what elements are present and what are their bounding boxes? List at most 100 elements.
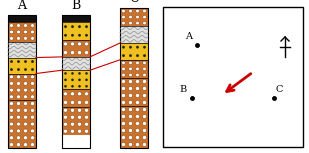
Bar [62,40,90,57]
Circle shape [143,54,146,57]
Circle shape [122,15,125,19]
Text: C: C [275,85,283,94]
Bar [8,100,36,148]
Circle shape [121,108,125,111]
Circle shape [17,143,20,146]
Circle shape [23,122,28,126]
Circle shape [136,61,139,65]
Circle shape [121,136,125,140]
Circle shape [129,46,132,49]
Circle shape [10,102,13,105]
Circle shape [121,93,125,97]
Bar [62,70,90,90]
Circle shape [24,24,27,27]
Circle shape [142,93,146,97]
Circle shape [85,85,88,88]
Circle shape [143,15,146,19]
Circle shape [143,61,146,65]
Circle shape [143,73,146,77]
Bar [62,15,90,148]
Circle shape [31,24,34,27]
Bar [62,57,90,70]
Circle shape [64,115,67,119]
Circle shape [17,102,20,105]
Circle shape [142,136,146,140]
Circle shape [129,87,133,90]
Circle shape [31,30,34,34]
Circle shape [85,92,88,96]
Circle shape [24,68,27,71]
Circle shape [10,122,13,126]
Bar [8,42,36,58]
Circle shape [129,54,132,57]
Circle shape [85,115,88,119]
Circle shape [129,21,132,25]
Circle shape [24,60,27,63]
Circle shape [78,25,81,28]
Circle shape [85,108,88,112]
Circle shape [64,101,67,104]
Bar [62,22,90,40]
Circle shape [129,15,132,19]
Circle shape [23,95,28,99]
Circle shape [136,136,139,140]
Circle shape [31,143,34,146]
Circle shape [142,87,146,90]
Circle shape [142,121,146,125]
Text: A: A [185,32,193,41]
Bar [120,43,148,60]
Circle shape [31,115,34,119]
Circle shape [122,67,125,71]
Circle shape [143,67,146,71]
Circle shape [85,129,88,133]
Circle shape [71,85,74,88]
Circle shape [71,34,74,37]
Circle shape [17,129,20,133]
Circle shape [10,75,13,79]
Circle shape [23,143,28,146]
Circle shape [142,108,146,111]
Circle shape [17,75,20,79]
Circle shape [23,129,28,133]
Circle shape [85,42,88,46]
Bar [8,58,36,74]
Circle shape [17,37,20,40]
Circle shape [78,85,81,88]
Circle shape [10,108,13,112]
Circle shape [136,143,139,146]
Circle shape [121,121,125,125]
Circle shape [136,121,139,125]
Bar [120,78,148,106]
Circle shape [24,37,27,40]
Circle shape [121,101,125,104]
Circle shape [142,101,146,104]
Circle shape [136,129,139,132]
Circle shape [23,115,28,119]
Circle shape [136,80,139,83]
Circle shape [17,95,20,99]
Circle shape [85,122,88,126]
Text: A: A [18,0,27,12]
Circle shape [129,61,132,65]
Circle shape [136,21,139,25]
Circle shape [122,54,125,57]
Circle shape [17,68,20,71]
Circle shape [78,78,81,81]
Circle shape [78,108,82,112]
Circle shape [64,108,67,112]
Circle shape [129,121,133,125]
Circle shape [64,92,67,96]
Circle shape [142,80,146,83]
Circle shape [136,46,139,49]
Bar [8,74,36,100]
Circle shape [85,25,88,28]
Circle shape [129,93,133,97]
Circle shape [136,54,139,57]
Bar [62,90,90,107]
Circle shape [78,72,81,75]
Circle shape [143,9,146,13]
Circle shape [10,95,13,99]
Circle shape [31,129,34,133]
Circle shape [85,34,88,37]
Circle shape [78,101,82,104]
